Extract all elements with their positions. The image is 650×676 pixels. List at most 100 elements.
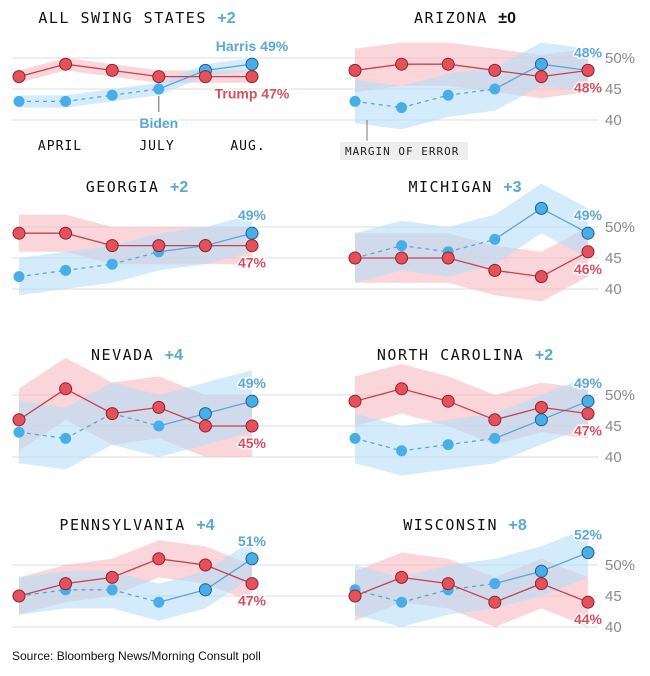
biden-line-segment — [112, 251, 159, 265]
trump-point — [12, 70, 26, 84]
trump-point — [348, 589, 362, 603]
panel-title: NORTH CAROLINA +2 — [377, 346, 553, 364]
lead-margin: +4 — [196, 517, 214, 534]
trump-point — [581, 595, 595, 609]
panel-title: GEORGIA +2 — [86, 178, 189, 196]
harris-point — [581, 394, 595, 408]
trump-end-label: 44% — [574, 611, 603, 627]
trump-line — [18, 63, 252, 78]
biden-line-segment — [112, 589, 159, 603]
trump-point — [198, 70, 212, 84]
trump-end-label: 47% — [238, 255, 267, 271]
trump-line — [354, 576, 589, 603]
trump-point — [348, 251, 362, 265]
trump-point — [581, 245, 595, 259]
biden-point — [489, 432, 501, 444]
dem-end-label: 49% — [574, 207, 603, 223]
trump-point — [59, 382, 73, 396]
trump-point — [488, 595, 502, 609]
trump-line — [354, 63, 589, 78]
panel-title: ARIZONA ±0 — [414, 9, 516, 27]
y-tick-label: 45 — [605, 81, 622, 98]
trump-point — [488, 63, 502, 77]
state-name: ARIZONA — [414, 9, 498, 27]
trump-point — [105, 570, 119, 584]
trump-point — [581, 63, 595, 77]
dem-margin-band — [355, 527, 588, 627]
trump-end-label: 47% — [238, 593, 267, 609]
x-tick-label: AUG. — [230, 139, 265, 154]
trump-point — [12, 589, 26, 603]
dem-end-label: 49% — [238, 375, 267, 391]
harris-line-segment — [494, 419, 542, 440]
trump-point — [245, 239, 259, 253]
y-tick-label: 45 — [605, 418, 622, 435]
x-tick-label: APRIL — [38, 139, 82, 154]
trump-point — [395, 251, 409, 265]
harris-line-segment — [541, 551, 589, 572]
trump-line — [355, 251, 589, 278]
biden-line-segment — [401, 94, 449, 109]
harris-point — [534, 564, 548, 578]
harris-point — [534, 57, 548, 71]
dem-margin-band — [19, 214, 252, 296]
harris-point — [198, 407, 212, 421]
harris-point — [581, 226, 595, 240]
trump-point — [395, 57, 409, 71]
trump-point — [152, 552, 166, 566]
trump-point — [488, 263, 502, 277]
trump-end-label: 45% — [238, 435, 267, 451]
y-tick-label: 50% — [605, 387, 635, 404]
y-tick-label: 40 — [605, 281, 622, 298]
harris-point — [245, 57, 259, 71]
harris-line-segment — [541, 207, 589, 234]
trump-point — [245, 577, 259, 591]
trump-point — [152, 70, 166, 84]
trump-point — [59, 57, 73, 71]
biden-line-segment — [448, 238, 495, 253]
trump-point — [245, 419, 259, 433]
panel-pennsylvania: PENNSYLVANIA +4 51% 47% — [12, 516, 325, 628]
harris-line-segment — [205, 232, 253, 247]
y-tick-label: 50% — [605, 50, 635, 67]
lead-margin: +4 — [165, 347, 183, 364]
trump-line — [18, 558, 253, 597]
biden-point — [442, 439, 454, 451]
panel-title: PENNSYLVANIA +4 — [59, 516, 214, 534]
trump-point — [12, 413, 26, 427]
trump-point — [245, 70, 259, 84]
margin-of-error-label: MARGIN OF ERROR — [345, 145, 459, 158]
biden-point — [106, 89, 118, 101]
y-tick-label: 45 — [605, 588, 622, 605]
biden-point — [153, 83, 165, 95]
trump-line — [19, 232, 252, 247]
trump-point — [395, 382, 409, 396]
harris-line-segment — [494, 63, 542, 90]
dem-end-label: 48% — [574, 44, 603, 60]
panel-nevada: NEVADA +4 49% 45% — [12, 346, 325, 470]
biden-point — [396, 596, 408, 608]
biden-point — [489, 83, 501, 95]
trump-point — [105, 239, 119, 253]
biden-annotation: Biden — [139, 115, 178, 131]
harris-line-segment — [158, 589, 206, 603]
trump-line — [354, 388, 589, 421]
trump-point — [534, 400, 548, 414]
state-name: PENNSYLVANIA — [59, 516, 196, 534]
trump-end-label: Trump 47% — [215, 86, 290, 102]
state-name: GEORGIA — [86, 178, 170, 196]
lead-margin: +2 — [170, 179, 188, 196]
trump-point — [198, 419, 212, 433]
trump-point — [12, 226, 26, 240]
trump-point — [441, 577, 455, 591]
dem-end-label: 51% — [238, 533, 267, 549]
x-tick-label: JULY — [139, 139, 174, 154]
trump-end-label: 47% — [574, 423, 603, 439]
harris-point — [534, 413, 548, 427]
dem-end-label: 49% — [574, 375, 603, 391]
margin-of-error-box — [340, 142, 468, 160]
harris-line-segment — [494, 570, 542, 585]
panel-michigan: 50% 45 40 MICHIGAN +3 49% 46% — [325, 178, 635, 302]
trump-point — [59, 577, 73, 591]
